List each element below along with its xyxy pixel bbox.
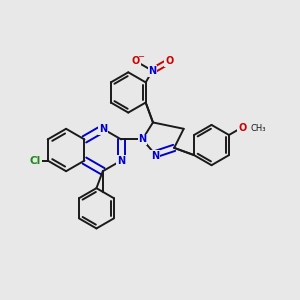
Text: N: N [117, 156, 125, 166]
Text: N: N [151, 151, 159, 161]
Text: Cl: Cl [30, 156, 41, 166]
Text: N: N [99, 124, 107, 134]
Text: N: N [148, 66, 157, 76]
Text: O: O [238, 123, 247, 133]
Text: O: O [165, 56, 173, 66]
Text: −: − [137, 52, 144, 62]
Text: CH₃: CH₃ [251, 124, 266, 133]
Text: N: N [138, 134, 146, 144]
Text: O: O [132, 56, 140, 66]
